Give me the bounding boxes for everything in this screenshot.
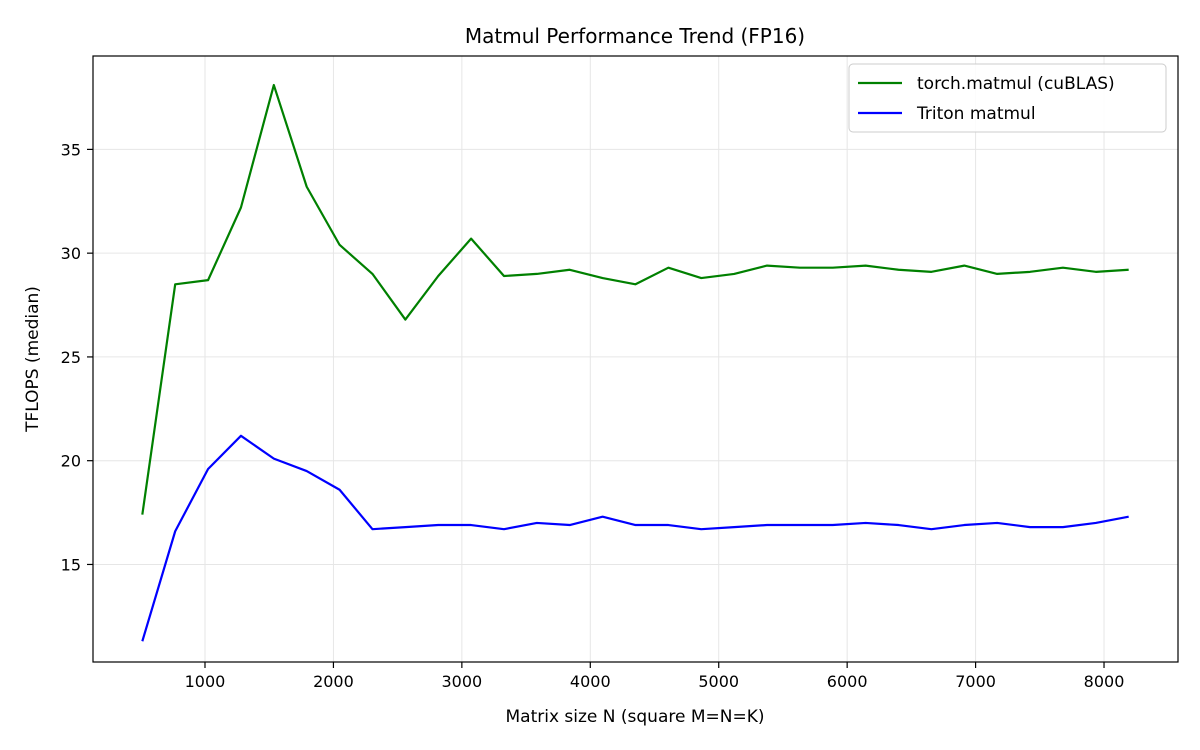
y-tick-label: 35	[61, 140, 81, 159]
legend-label-triton: Triton matmul	[916, 104, 1036, 124]
x-tick-label: 3000	[441, 672, 482, 691]
x-axis-label: Matrix size N (square M=N=K)	[505, 707, 764, 727]
x-tick-label: 4000	[570, 672, 611, 691]
legend-box	[848, 63, 1167, 133]
y-tick-label: 30	[61, 244, 81, 263]
x-tick-label: 1000	[185, 672, 226, 691]
x-tick-label: 8000	[1084, 672, 1125, 691]
grid-lines	[93, 56, 1178, 662]
axis-ticks: 1000 2000 3000 4000 5000 6000 7000 8000 15 20 25 30…	[61, 140, 1125, 691]
x-tick-label: 6000	[827, 672, 868, 691]
x-tick-label: 7000	[955, 672, 996, 691]
legend: torch.matmul (cuBLAS) Triton matmul	[848, 63, 1167, 133]
series-line-triton-matmul	[141, 434, 1129, 642]
y-tick-label: 20	[61, 452, 81, 471]
series-lines	[141, 83, 1129, 642]
x-tick-label: 5000	[698, 672, 739, 691]
x-tick-label: 2000	[313, 672, 354, 691]
y-tick-label: 15	[61, 555, 81, 574]
series-line-torch-matmul	[141, 83, 1129, 515]
legend-label-torch: torch.matmul (cuBLAS)	[917, 74, 1115, 94]
chart-title: Matmul Performance Trend (FP16)	[465, 24, 805, 48]
y-tick-label: 25	[61, 348, 81, 367]
plot-frame	[92, 55, 1179, 663]
y-axis-label: TFLOPS (median)	[23, 286, 43, 433]
